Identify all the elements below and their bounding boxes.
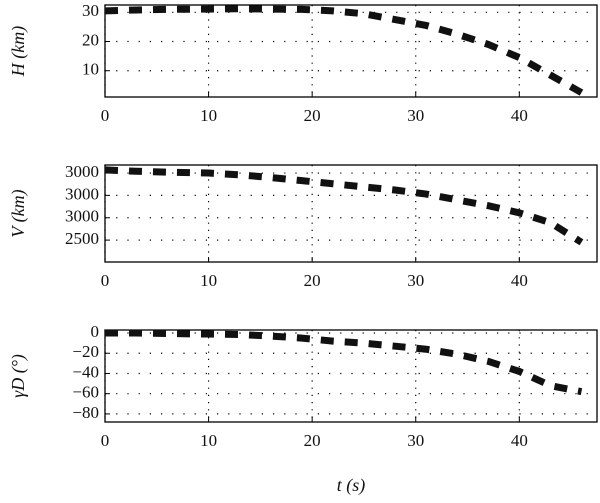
- y-tick-label: −20: [72, 342, 99, 361]
- y-tick-label: 0: [91, 322, 100, 341]
- x-tick-label: 20: [304, 271, 321, 290]
- data-line: [104, 166, 584, 246]
- x-tick-label: 40: [511, 431, 528, 450]
- x-tick-label: 0: [101, 431, 110, 450]
- y-tick-label: 10: [82, 60, 99, 79]
- x-tick-label: 10: [200, 271, 217, 290]
- x-tick-label: 20: [304, 431, 321, 450]
- y-axis-label: V (km): [8, 189, 29, 237]
- plot-frame: [104, 164, 598, 263]
- y-axis-label: H (km): [8, 26, 29, 77]
- y-axis-label: γD (°): [8, 354, 29, 398]
- x-tick-label: 40: [511, 271, 528, 290]
- plot-frame: [104, 4, 598, 98]
- x-tick-label: 20: [304, 106, 321, 125]
- plot-frame: [104, 329, 598, 423]
- x-tick-label: 40: [511, 106, 528, 125]
- y-tick-label: −40: [72, 362, 99, 381]
- x-tick-label: 30: [407, 431, 424, 450]
- y-tick-label: −80: [72, 403, 99, 422]
- data-line: [105, 329, 583, 396]
- y-tick-label: −60: [72, 383, 99, 402]
- y-tick-label: 3000: [65, 207, 99, 226]
- x-tick-label: 0: [101, 106, 110, 125]
- y-tick-label: 3000: [65, 162, 99, 181]
- x-tick-label: 0: [101, 271, 110, 290]
- x-tick-label: 10: [200, 431, 217, 450]
- x-axis-label: t (s): [337, 475, 366, 496]
- y-tick-label: 3000: [65, 184, 99, 203]
- y-tick-label: 2500: [65, 229, 99, 248]
- y-tick-label: 30: [82, 1, 99, 20]
- x-tick-label: 10: [200, 106, 217, 125]
- x-tick-label: 30: [407, 271, 424, 290]
- x-tick-label: 30: [407, 106, 424, 125]
- data-line: [104, 5, 584, 96]
- y-tick-label: 20: [82, 30, 99, 49]
